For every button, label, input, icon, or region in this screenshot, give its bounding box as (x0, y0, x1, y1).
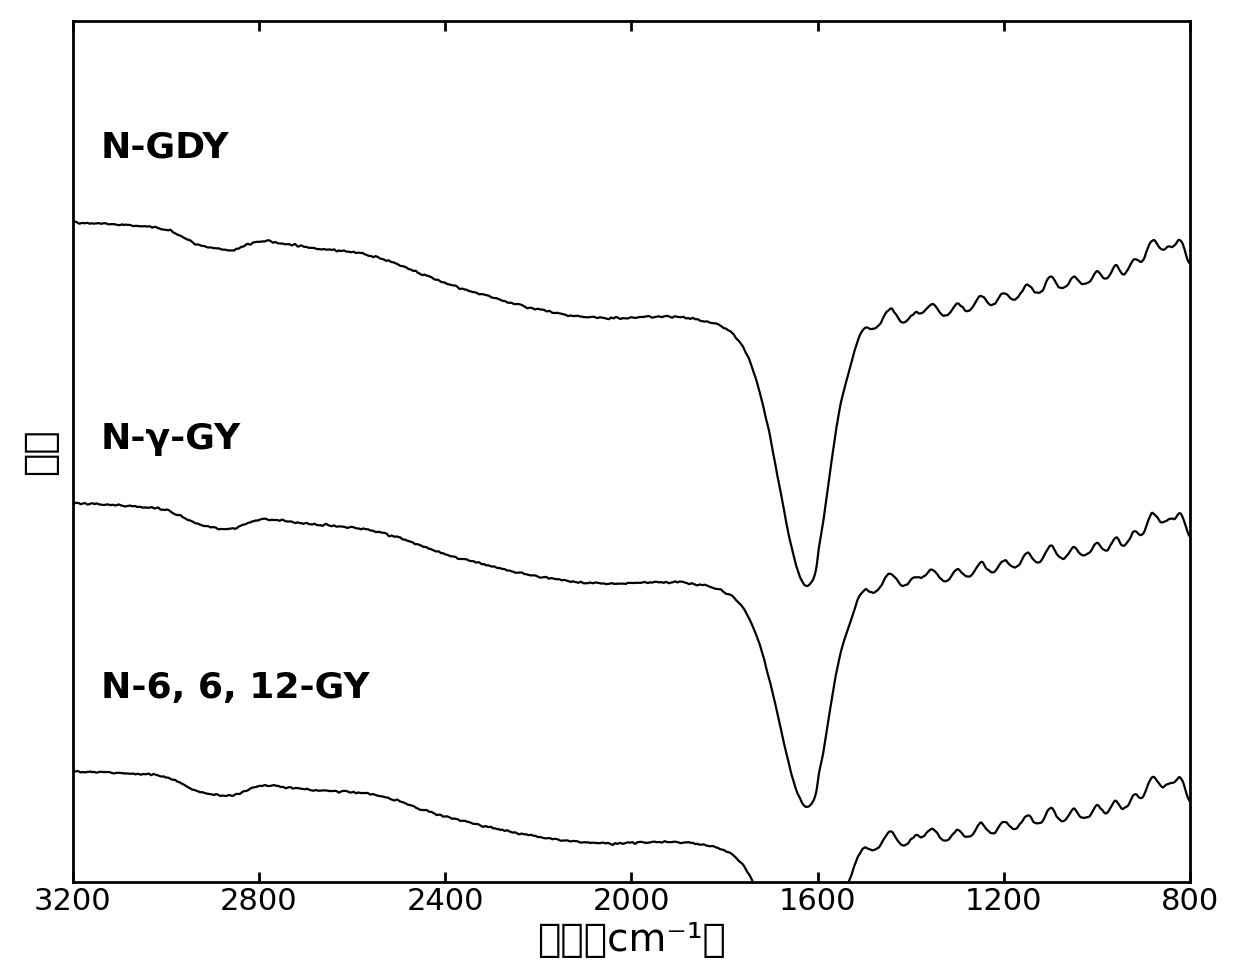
X-axis label: 波数（cm⁻¹）: 波数（cm⁻¹） (537, 921, 725, 959)
Text: N-GDY: N-GDY (100, 131, 229, 165)
Y-axis label: 强度: 强度 (21, 428, 58, 474)
Text: N-6, 6, 12-GY: N-6, 6, 12-GY (100, 671, 370, 706)
Text: N-γ-GY: N-γ-GY (100, 422, 241, 457)
